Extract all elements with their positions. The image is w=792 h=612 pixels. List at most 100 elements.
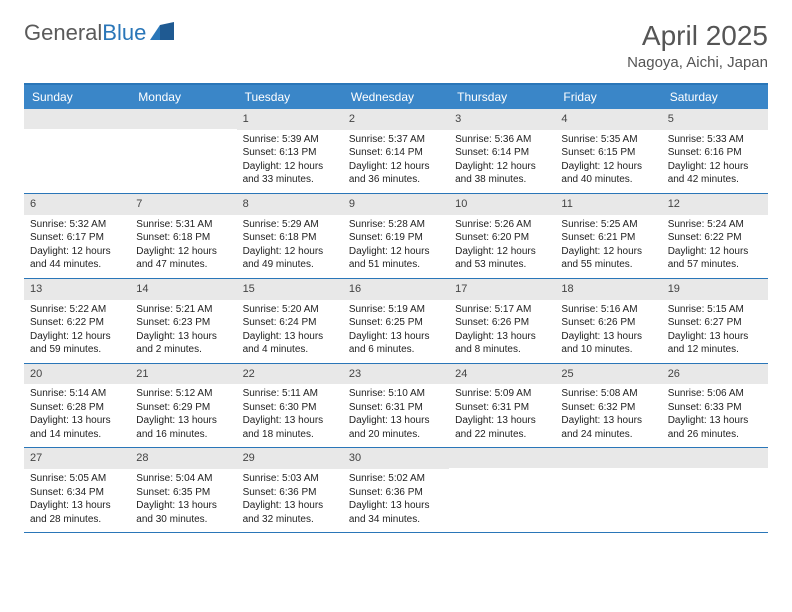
sunrise-text: Sunrise: 5:15 AM — [668, 303, 762, 317]
daylight-text-2: and 33 minutes. — [243, 173, 337, 187]
sunset-text: Sunset: 6:29 PM — [136, 401, 230, 415]
day-body: Sunrise: 5:33 AMSunset: 6:16 PMDaylight:… — [662, 133, 768, 187]
weekday-header: Saturday — [662, 85, 768, 109]
calendar-table: SundayMondayTuesdayWednesdayThursdayFrid… — [24, 83, 768, 533]
day-body: Sunrise: 5:31 AMSunset: 6:18 PMDaylight:… — [130, 218, 236, 272]
day-cell: 20Sunrise: 5:14 AMSunset: 6:28 PMDayligh… — [24, 364, 130, 448]
day-cell: 18Sunrise: 5:16 AMSunset: 6:26 PMDayligh… — [555, 279, 661, 363]
sunrise-text: Sunrise: 5:11 AM — [243, 387, 337, 401]
page-subtitle: Nagoya, Aichi, Japan — [627, 54, 768, 71]
day-number-bar: 29 — [237, 448, 343, 469]
sunset-text: Sunset: 6:30 PM — [243, 401, 337, 415]
sunset-text: Sunset: 6:25 PM — [349, 316, 443, 330]
logo-text-blue: Blue — [102, 20, 146, 46]
day-number-bar: 4 — [555, 109, 661, 130]
day-body: Sunrise: 5:09 AMSunset: 6:31 PMDaylight:… — [449, 387, 555, 441]
sunset-text: Sunset: 6:15 PM — [561, 146, 655, 160]
day-number-bar: 26 — [662, 364, 768, 385]
day-cell: 24Sunrise: 5:09 AMSunset: 6:31 PMDayligh… — [449, 364, 555, 448]
sunset-text: Sunset: 6:31 PM — [455, 401, 549, 415]
day-cell: 8Sunrise: 5:29 AMSunset: 6:18 PMDaylight… — [237, 194, 343, 278]
day-body: Sunrise: 5:25 AMSunset: 6:21 PMDaylight:… — [555, 218, 661, 272]
sunset-text: Sunset: 6:35 PM — [136, 486, 230, 500]
daylight-text-1: Daylight: 12 hours — [243, 245, 337, 259]
day-cell: 7Sunrise: 5:31 AMSunset: 6:18 PMDaylight… — [130, 194, 236, 278]
day-cell: 13Sunrise: 5:22 AMSunset: 6:22 PMDayligh… — [24, 279, 130, 363]
title-block: April 2025 Nagoya, Aichi, Japan — [627, 20, 768, 71]
sunset-text: Sunset: 6:23 PM — [136, 316, 230, 330]
daylight-text-1: Daylight: 13 hours — [136, 330, 230, 344]
sunrise-text: Sunrise: 5:39 AM — [243, 133, 337, 147]
day-cell: 9Sunrise: 5:28 AMSunset: 6:19 PMDaylight… — [343, 194, 449, 278]
sunset-text: Sunset: 6:13 PM — [243, 146, 337, 160]
daylight-text-1: Daylight: 13 hours — [136, 499, 230, 513]
day-number-bar — [449, 448, 555, 468]
day-cell: 22Sunrise: 5:11 AMSunset: 6:30 PMDayligh… — [237, 364, 343, 448]
sunset-text: Sunset: 6:33 PM — [668, 401, 762, 415]
day-number-bar: 20 — [24, 364, 130, 385]
day-number-bar: 5 — [662, 109, 768, 130]
day-cell: 21Sunrise: 5:12 AMSunset: 6:29 PMDayligh… — [130, 364, 236, 448]
sunset-text: Sunset: 6:18 PM — [243, 231, 337, 245]
day-number-bar: 2 — [343, 109, 449, 130]
logo: GeneralBlue — [24, 20, 176, 46]
day-cell: 26Sunrise: 5:06 AMSunset: 6:33 PMDayligh… — [662, 364, 768, 448]
daylight-text-1: Daylight: 13 hours — [243, 499, 337, 513]
daylight-text-2: and 6 minutes. — [349, 343, 443, 357]
daylight-text-2: and 30 minutes. — [136, 513, 230, 527]
sunset-text: Sunset: 6:14 PM — [349, 146, 443, 160]
day-number-bar: 30 — [343, 448, 449, 469]
daylight-text-2: and 14 minutes. — [30, 428, 124, 442]
week-row: 6Sunrise: 5:32 AMSunset: 6:17 PMDaylight… — [24, 194, 768, 279]
sunrise-text: Sunrise: 5:37 AM — [349, 133, 443, 147]
sunset-text: Sunset: 6:28 PM — [30, 401, 124, 415]
day-cell: 6Sunrise: 5:32 AMSunset: 6:17 PMDaylight… — [24, 194, 130, 278]
daylight-text-1: Daylight: 13 hours — [561, 330, 655, 344]
daylight-text-1: Daylight: 12 hours — [455, 160, 549, 174]
sunrise-text: Sunrise: 5:10 AM — [349, 387, 443, 401]
sunrise-text: Sunrise: 5:16 AM — [561, 303, 655, 317]
sunset-text: Sunset: 6:34 PM — [30, 486, 124, 500]
daylight-text-1: Daylight: 12 hours — [349, 160, 443, 174]
day-body: Sunrise: 5:03 AMSunset: 6:36 PMDaylight:… — [237, 472, 343, 526]
daylight-text-2: and 12 minutes. — [668, 343, 762, 357]
sunrise-text: Sunrise: 5:08 AM — [561, 387, 655, 401]
daylight-text-2: and 51 minutes. — [349, 258, 443, 272]
daylight-text-1: Daylight: 13 hours — [243, 330, 337, 344]
day-body: Sunrise: 5:21 AMSunset: 6:23 PMDaylight:… — [130, 303, 236, 357]
daylight-text-1: Daylight: 13 hours — [455, 414, 549, 428]
sunrise-text: Sunrise: 5:22 AM — [30, 303, 124, 317]
day-body: Sunrise: 5:39 AMSunset: 6:13 PMDaylight:… — [237, 133, 343, 187]
sunrise-text: Sunrise: 5:26 AM — [455, 218, 549, 232]
daylight-text-2: and 22 minutes. — [455, 428, 549, 442]
day-cell: 17Sunrise: 5:17 AMSunset: 6:26 PMDayligh… — [449, 279, 555, 363]
header: GeneralBlue April 2025 Nagoya, Aichi, Ja… — [24, 20, 768, 71]
sunset-text: Sunset: 6:22 PM — [30, 316, 124, 330]
day-body: Sunrise: 5:02 AMSunset: 6:36 PMDaylight:… — [343, 472, 449, 526]
day-number-bar: 23 — [343, 364, 449, 385]
sunset-text: Sunset: 6:32 PM — [561, 401, 655, 415]
daylight-text-2: and 34 minutes. — [349, 513, 443, 527]
daylight-text-1: Daylight: 12 hours — [349, 245, 443, 259]
daylight-text-1: Daylight: 12 hours — [668, 160, 762, 174]
sunset-text: Sunset: 6:31 PM — [349, 401, 443, 415]
week-row: 20Sunrise: 5:14 AMSunset: 6:28 PMDayligh… — [24, 364, 768, 449]
day-cell: 10Sunrise: 5:26 AMSunset: 6:20 PMDayligh… — [449, 194, 555, 278]
daylight-text-2: and 8 minutes. — [455, 343, 549, 357]
day-number-bar: 3 — [449, 109, 555, 130]
sunrise-text: Sunrise: 5:05 AM — [30, 472, 124, 486]
sunrise-text: Sunrise: 5:04 AM — [136, 472, 230, 486]
weekday-header: Thursday — [449, 85, 555, 109]
daylight-text-2: and 10 minutes. — [561, 343, 655, 357]
daylight-text-1: Daylight: 13 hours — [561, 414, 655, 428]
daylight-text-1: Daylight: 13 hours — [349, 414, 443, 428]
sunset-text: Sunset: 6:26 PM — [455, 316, 549, 330]
daylight-text-1: Daylight: 12 hours — [243, 160, 337, 174]
day-cell: 12Sunrise: 5:24 AMSunset: 6:22 PMDayligh… — [662, 194, 768, 278]
day-body: Sunrise: 5:06 AMSunset: 6:33 PMDaylight:… — [662, 387, 768, 441]
day-body: Sunrise: 5:10 AMSunset: 6:31 PMDaylight:… — [343, 387, 449, 441]
daylight-text-1: Daylight: 13 hours — [349, 330, 443, 344]
weekday-header: Wednesday — [343, 85, 449, 109]
sunrise-text: Sunrise: 5:12 AM — [136, 387, 230, 401]
day-cell: 28Sunrise: 5:04 AMSunset: 6:35 PMDayligh… — [130, 448, 236, 532]
